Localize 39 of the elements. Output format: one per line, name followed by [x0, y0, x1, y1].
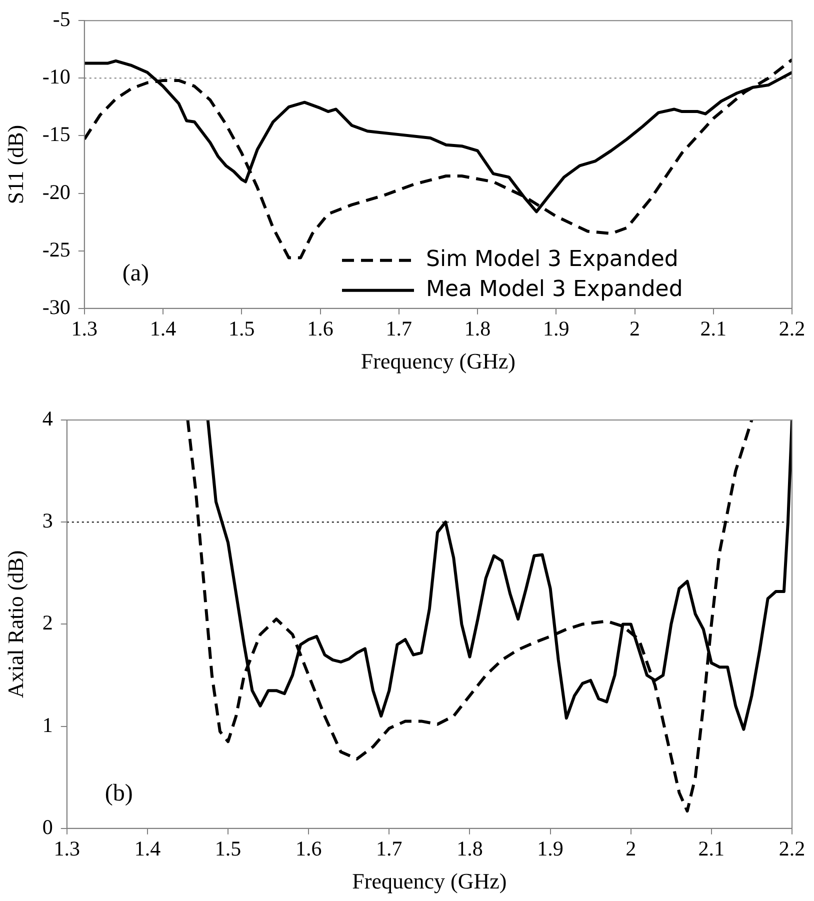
y-tick-label: -30 — [42, 294, 70, 319]
x-tick-label: 1.6 — [295, 836, 322, 861]
x-tick-label: 1.9 — [537, 836, 564, 861]
x-tick-label: 1.7 — [376, 836, 402, 861]
x-tick-label: 2.2 — [778, 836, 806, 861]
x-tick-label: 2 — [626, 836, 636, 861]
y-tick-label: 3 — [42, 508, 53, 533]
y-tick-label: 4 — [42, 406, 54, 431]
x-tick-label: 1.3 — [54, 836, 80, 861]
y-tick-label: 2 — [42, 610, 53, 635]
x-tick-label: 1.6 — [307, 316, 334, 341]
x-tick-label: 1.5 — [214, 836, 242, 861]
y-tick-label: -15 — [42, 122, 70, 146]
annotation: (a) — [122, 260, 150, 286]
y-tick-label: 1 — [42, 712, 53, 737]
legend-label: Mea Model 3 Expanded — [426, 277, 683, 302]
y-tick-label: -10 — [42, 64, 70, 89]
x-tick-label: 1.9 — [543, 316, 570, 341]
y-axis-title: S11 (dB) — [2, 124, 28, 204]
y-axis-title: Axial Ratio (dB) — [2, 550, 28, 698]
x-tick-label: 2.2 — [778, 316, 806, 341]
y-tick-label: -25 — [42, 237, 70, 262]
x-tick-label: 1.5 — [228, 316, 255, 341]
x-tick-label: 1.3 — [71, 316, 98, 341]
y-tick-label: 0 — [42, 814, 53, 839]
x-tick-label: 2.1 — [698, 836, 725, 861]
x-tick-label: 1.4 — [134, 836, 162, 861]
y-tick-label: -20 — [42, 180, 70, 204]
x-tick-label: 1.8 — [464, 316, 491, 341]
x-axis-title: Frequency (GHz) — [360, 348, 516, 374]
x-tick-label: 2.1 — [700, 316, 726, 341]
x-tick-label: 1.7 — [386, 316, 412, 341]
x-tick-label: 1.4 — [150, 316, 177, 341]
x-tick-label: 1.8 — [456, 836, 483, 861]
legend-label: Sim Model 3 Expanded — [426, 247, 678, 272]
x-axis-title: Frequency (GHz) — [352, 868, 507, 894]
y-tick-label: -5 — [52, 7, 70, 32]
annotation: (b) — [104, 780, 133, 806]
x-tick-label: 2 — [630, 316, 640, 341]
